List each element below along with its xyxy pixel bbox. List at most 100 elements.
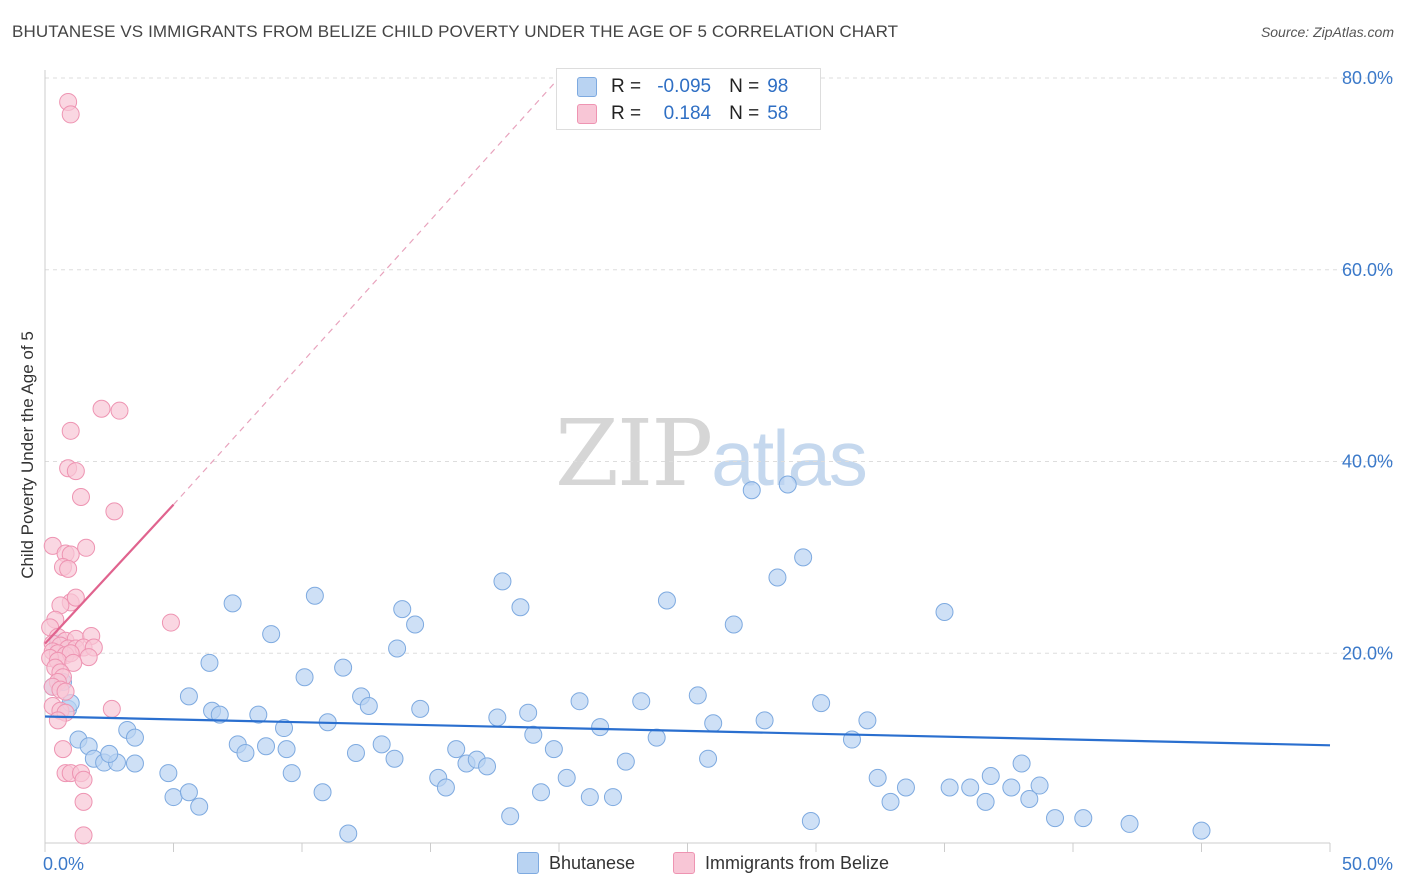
- point-bhutanese: [524, 725, 543, 744]
- point-bhutanese: [334, 658, 353, 677]
- point-bhutanese: [210, 705, 229, 724]
- point-bhutanese: [858, 711, 877, 730]
- point-bhutanese: [125, 754, 144, 773]
- point-bhutanese: [159, 764, 178, 783]
- legend-row-bhutanese: R = -0.095 N = 98: [577, 76, 788, 98]
- point-belize: [79, 648, 98, 667]
- point-bhutanese: [1020, 789, 1039, 808]
- point-bhutanese: [591, 718, 610, 737]
- point-bhutanese: [519, 703, 538, 722]
- point-bhutanese: [436, 778, 455, 797]
- point-belize: [92, 399, 111, 418]
- point-belize: [74, 792, 93, 811]
- point-bhutanese: [1002, 778, 1021, 797]
- point-belize: [74, 826, 93, 845]
- point-bhutanese: [1192, 821, 1211, 840]
- point-bhutanese: [372, 735, 391, 754]
- point-belize: [102, 699, 121, 718]
- point-bhutanese: [179, 783, 198, 802]
- chart-title: BHUTANESE VS IMMIGRANTS FROM BELIZE CHIL…: [12, 22, 899, 41]
- y-tick-label: 60.0%: [1342, 260, 1393, 280]
- pink-swatch-icon: [673, 852, 696, 874]
- legend-item-belize[interactable]: Immigrants from Belize: [673, 852, 889, 874]
- point-bhutanese: [755, 711, 774, 730]
- point-bhutanese: [724, 615, 743, 634]
- n-label: N =: [729, 76, 760, 97]
- point-belize: [53, 740, 72, 759]
- point-bhutanese: [388, 639, 407, 658]
- trend-line-bhutanese: [44, 715, 1331, 747]
- point-bhutanese: [488, 708, 507, 727]
- point-bhutanese: [976, 792, 995, 811]
- trend-line-belize: [44, 503, 175, 645]
- point-bhutanese: [647, 728, 666, 747]
- x-tick-label: 50.0%: [1342, 854, 1393, 874]
- point-bhutanese: [981, 766, 1000, 785]
- point-bhutanese: [200, 653, 219, 672]
- point-bhutanese: [812, 694, 831, 713]
- point-bhutanese: [190, 797, 209, 816]
- x-tick-label: 0.0%: [43, 854, 84, 874]
- point-bhutanese: [478, 757, 497, 776]
- point-bhutanese: [411, 699, 430, 718]
- point-bhutanese: [961, 778, 980, 797]
- y-tick-label: 80.0%: [1342, 68, 1393, 88]
- point-belize: [66, 588, 85, 607]
- point-belize: [56, 682, 75, 701]
- point-bhutanese: [223, 594, 242, 613]
- blue-swatch-icon: [516, 852, 539, 874]
- point-bhutanese: [544, 740, 563, 759]
- point-bhutanese: [511, 598, 530, 617]
- point-bhutanese: [164, 788, 183, 807]
- legend-item-bhutanese[interactable]: Bhutanese: [516, 852, 636, 874]
- point-belize: [59, 559, 78, 578]
- trend-extension-belize: [173, 77, 560, 506]
- point-bhutanese: [385, 749, 404, 768]
- legend-row-belize: R = 0.184 N = 58: [577, 103, 788, 125]
- point-belize: [48, 711, 67, 730]
- series-legend: Bhutanese Immigrants from Belize: [0, 852, 1406, 874]
- point-bhutanese: [580, 788, 599, 807]
- point-belize: [110, 401, 129, 420]
- point-bhutanese: [688, 686, 707, 705]
- point-bhutanese: [406, 615, 425, 634]
- point-bhutanese: [699, 749, 718, 768]
- y-axis-label: Child Poverty Under the Age of 5: [18, 331, 37, 579]
- r-value: 0.184: [663, 103, 712, 124]
- point-bhutanese: [262, 625, 281, 644]
- blue-swatch-icon: [577, 77, 597, 97]
- point-bhutanese: [339, 824, 358, 843]
- y-tick-label: 40.0%: [1342, 452, 1393, 472]
- point-bhutanese: [1030, 776, 1049, 795]
- n-value: 58: [767, 103, 789, 124]
- r-label: R =: [611, 76, 642, 97]
- point-bhutanese: [277, 740, 296, 759]
- point-bhutanese: [1046, 809, 1065, 828]
- point-bhutanese: [896, 778, 915, 797]
- point-belize: [61, 421, 80, 440]
- point-bhutanese: [1012, 754, 1031, 773]
- point-bhutanese: [603, 788, 622, 807]
- point-bhutanese: [179, 687, 198, 706]
- point-bhutanese: [447, 740, 466, 759]
- point-bhutanese: [1120, 814, 1139, 833]
- legend-label: Immigrants from Belize: [705, 852, 890, 873]
- watermark-zip: ZIP: [555, 400, 713, 507]
- point-bhutanese: [1074, 809, 1093, 828]
- point-belize: [71, 487, 90, 506]
- point-bhutanese: [313, 783, 332, 802]
- n-value: 98: [767, 76, 789, 97]
- point-belize: [66, 462, 85, 481]
- legend-label: Bhutanese: [548, 852, 636, 873]
- point-bhutanese: [295, 668, 314, 687]
- point-bhutanese: [632, 692, 651, 711]
- point-bhutanese: [570, 692, 589, 711]
- point-bhutanese: [881, 792, 900, 811]
- point-bhutanese: [768, 568, 787, 587]
- watermark: ZIPatlas: [555, 400, 868, 507]
- point-bhutanese: [236, 743, 255, 762]
- correlation-legend: R = -0.095 N = 98 R = 0.184 N = 58: [556, 68, 821, 130]
- point-bhutanese: [257, 737, 276, 756]
- point-bhutanese: [359, 696, 378, 715]
- point-bhutanese: [501, 807, 520, 826]
